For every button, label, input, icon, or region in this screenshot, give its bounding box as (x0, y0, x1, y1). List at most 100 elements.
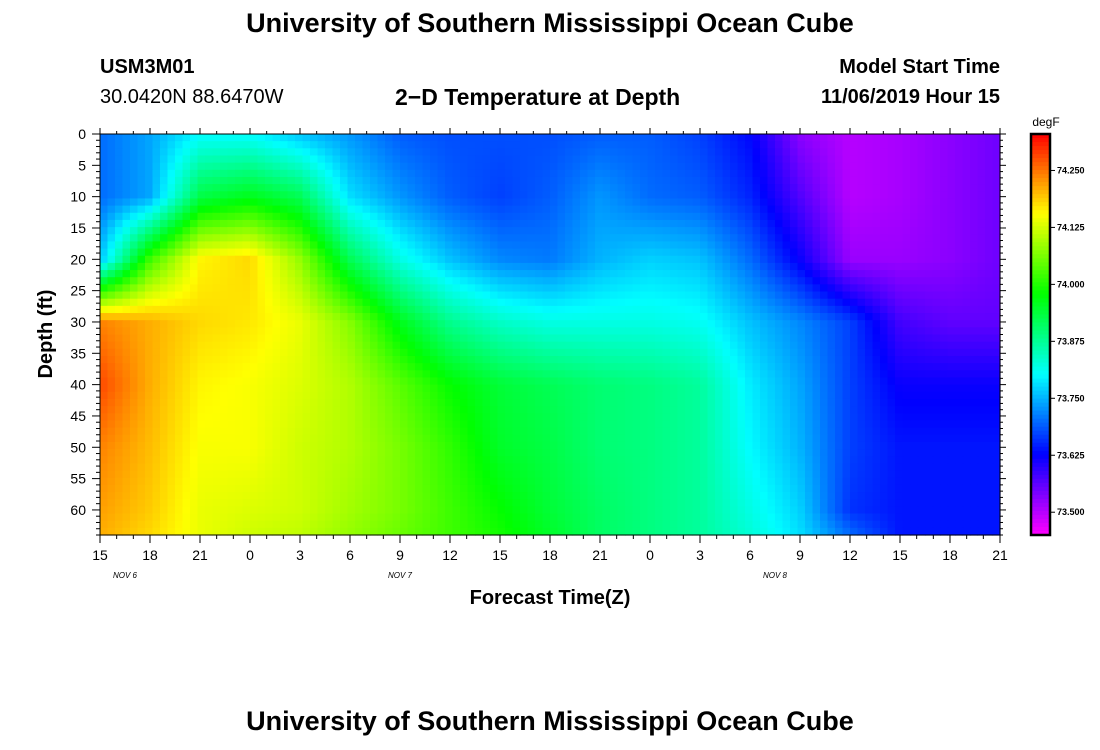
heatmap-cell (625, 391, 634, 400)
heatmap-cell (332, 155, 341, 164)
heatmap-cell (692, 191, 701, 200)
heatmap-cell (242, 384, 251, 393)
heatmap-cell (917, 234, 926, 243)
heatmap-cell (977, 355, 986, 364)
heatmap-cell (505, 341, 514, 350)
heatmap-cell (452, 370, 461, 379)
heatmap-cell (242, 398, 251, 407)
heatmap-cell (752, 327, 761, 336)
heatmap-cell (610, 313, 619, 321)
heatmap-cell (707, 420, 716, 429)
heatmap-cell (992, 205, 1001, 214)
heatmap-cell (340, 155, 349, 164)
heatmap-cell (497, 219, 506, 228)
heatmap-cell (580, 384, 589, 393)
heatmap-cell (167, 176, 176, 185)
heatmap-cell (692, 262, 701, 271)
heatmap-cell (317, 320, 326, 328)
heatmap-cell (730, 384, 739, 393)
heatmap-cell (707, 284, 716, 293)
heatmap-cell (430, 270, 439, 278)
heatmap-cell (362, 270, 371, 278)
heatmap-cell (752, 205, 761, 214)
heatmap-cell (820, 234, 829, 243)
heatmap-cell (107, 384, 116, 393)
heatmap-cell (662, 370, 671, 379)
heatmap-cell (625, 384, 634, 393)
heatmap-cell (272, 291, 281, 300)
heatmap-cell (715, 176, 724, 185)
heatmap-cell (842, 391, 851, 400)
heatmap-cell (175, 305, 184, 314)
heatmap-cell (340, 298, 349, 307)
heatmap-cell (775, 406, 784, 414)
heatmap-cell (940, 320, 949, 328)
heatmap-cell (895, 327, 904, 336)
heatmap-cell (535, 413, 544, 422)
heatmap-cell (865, 134, 874, 142)
heatmap-cell (280, 327, 289, 336)
heatmap-cell (527, 305, 536, 314)
heatmap-cell (497, 270, 506, 278)
heatmap-cell (295, 413, 304, 422)
heatmap-cell (902, 370, 911, 379)
heatmap-cell (527, 241, 536, 250)
heatmap-cell (850, 291, 859, 300)
heatmap-cell (347, 234, 356, 243)
heatmap-cell (880, 227, 889, 235)
heatmap-cell (280, 363, 289, 371)
heatmap-cell (542, 398, 551, 407)
heatmap-cell (550, 305, 559, 314)
heatmap-cell (752, 248, 761, 257)
heatmap-cell (820, 141, 829, 149)
heatmap-cell (962, 320, 971, 328)
heatmap-cell (460, 413, 469, 422)
heatmap-cell (782, 363, 791, 371)
heatmap-cell (700, 169, 709, 178)
heatmap-cell (137, 355, 146, 364)
heatmap-cell (730, 334, 739, 343)
heatmap-cell (677, 191, 686, 200)
heatmap-cell (310, 305, 319, 314)
heatmap-cell (865, 305, 874, 314)
heatmap-cell (190, 191, 199, 200)
heatmap-cell (445, 134, 454, 142)
heatmap-cell (752, 169, 761, 178)
heatmap-cell (115, 248, 124, 257)
heatmap-cell (152, 305, 161, 314)
heatmap-cell (715, 141, 724, 149)
heatmap-cell (632, 169, 641, 178)
heatmap-cell (512, 162, 521, 171)
heatmap-cell (932, 305, 941, 314)
heatmap-cell (625, 355, 634, 364)
heatmap-cell (707, 191, 716, 200)
heatmap-cell (235, 377, 244, 386)
heatmap-cell (220, 191, 229, 200)
heatmap-cell (572, 384, 581, 393)
heatmap-cell (205, 327, 214, 336)
heatmap-cell (542, 241, 551, 250)
heatmap-cell (115, 184, 124, 192)
heatmap-cell (130, 355, 139, 364)
heatmap-cell (355, 284, 364, 293)
heatmap-cell (422, 219, 431, 228)
heatmap-cell (280, 141, 289, 149)
heatmap-cell (445, 212, 454, 221)
heatmap-cell (137, 184, 146, 192)
heatmap-cell (197, 313, 206, 321)
heatmap-cell (842, 305, 851, 314)
heatmap-cell (745, 148, 754, 157)
heatmap-cell (475, 219, 484, 228)
heatmap-cell (782, 198, 791, 207)
heatmap-cell (220, 284, 229, 293)
heatmap-cell (400, 184, 409, 192)
heatmap-cell (137, 284, 146, 293)
heatmap-cell (565, 298, 574, 307)
heatmap-cell (325, 191, 334, 200)
heatmap-cell (977, 277, 986, 285)
heatmap-cell (977, 348, 986, 357)
heatmap-cell (520, 377, 529, 386)
heatmap-cell (685, 384, 694, 393)
heatmap-cell (167, 398, 176, 407)
heatmap-cell (355, 162, 364, 171)
